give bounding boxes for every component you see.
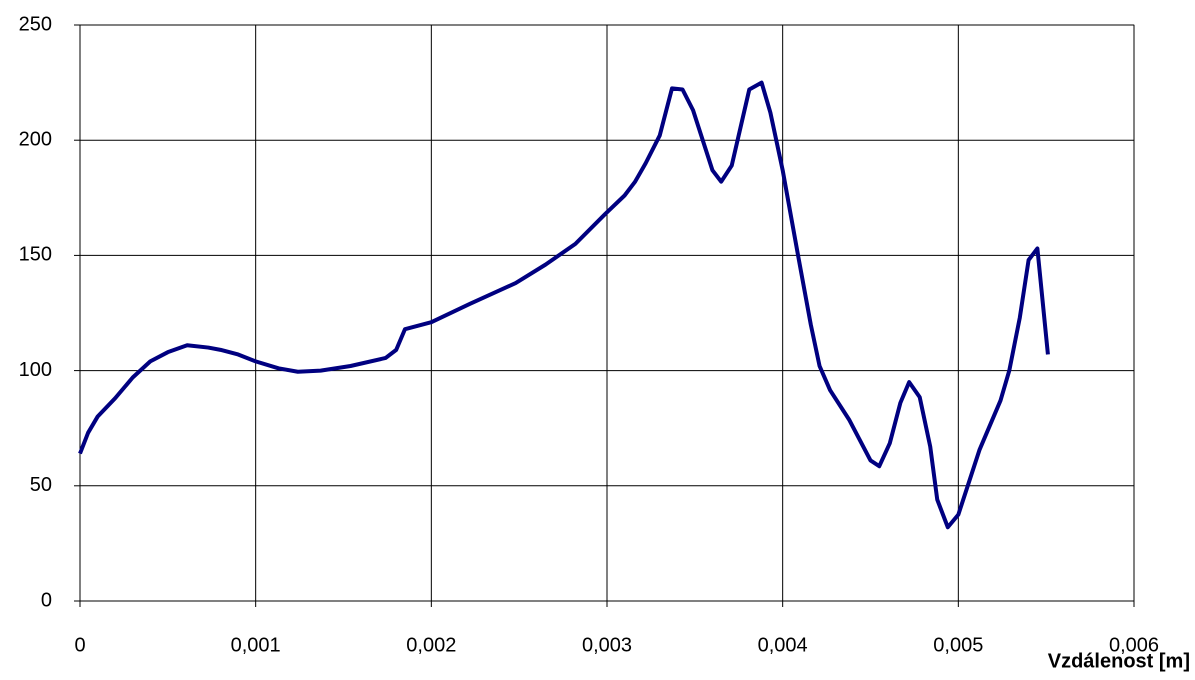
y-tick-label: 0 xyxy=(41,589,52,611)
y-tick-label: 50 xyxy=(30,474,52,496)
y-tick-label: 100 xyxy=(19,359,52,381)
x-tick-label: 0,001 xyxy=(231,634,281,656)
x-tick-label: 0,002 xyxy=(406,634,456,656)
y-tick-label: 250 xyxy=(19,13,52,35)
x-tick-label: 0,005 xyxy=(933,634,983,656)
y-tick-label: 150 xyxy=(19,244,52,266)
data-line xyxy=(78,80,1050,530)
x-tick-label: 0,006 xyxy=(1109,634,1159,656)
x-tick-label: 0,004 xyxy=(758,634,808,656)
x-axis-label: Vzdálenost [m] xyxy=(1048,650,1190,672)
x-tick-label: 0,003 xyxy=(582,634,632,656)
x-tick-label: 0 xyxy=(74,634,85,656)
y-tick-label: 200 xyxy=(19,128,52,150)
